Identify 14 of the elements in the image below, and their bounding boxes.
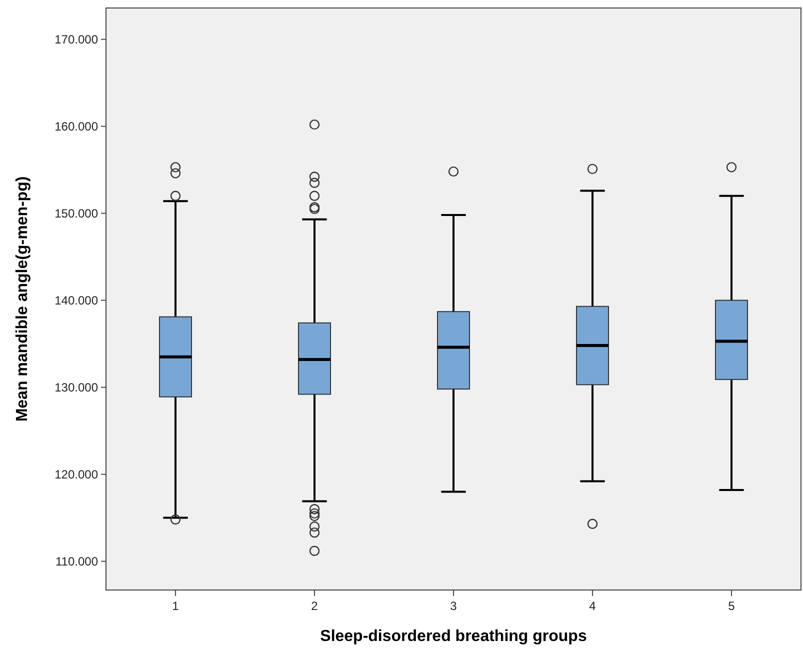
y-tick-label: 140.000: [54, 294, 98, 308]
x-tick-label: 4: [589, 599, 596, 613]
x-tick-label: 5: [728, 599, 736, 613]
y-tick-label: 160.000: [54, 120, 98, 134]
y-tick-label: 130.000: [54, 380, 98, 394]
x-tick-label: 3: [450, 599, 458, 613]
x-axis-title: Sleep-disordered breathing groups: [320, 628, 587, 645]
x-tick-label: 1: [172, 599, 180, 613]
y-tick-label: 170.000: [54, 32, 98, 47]
y-tick-label: 120.000: [54, 467, 98, 482]
y-axis-title: Mean mandible angle(g-men-pg): [14, 176, 31, 422]
y-tick-label: 110.000: [56, 554, 98, 568]
x-tick-label: 2: [311, 599, 318, 613]
y-tick-label: 150.000: [54, 206, 98, 221]
